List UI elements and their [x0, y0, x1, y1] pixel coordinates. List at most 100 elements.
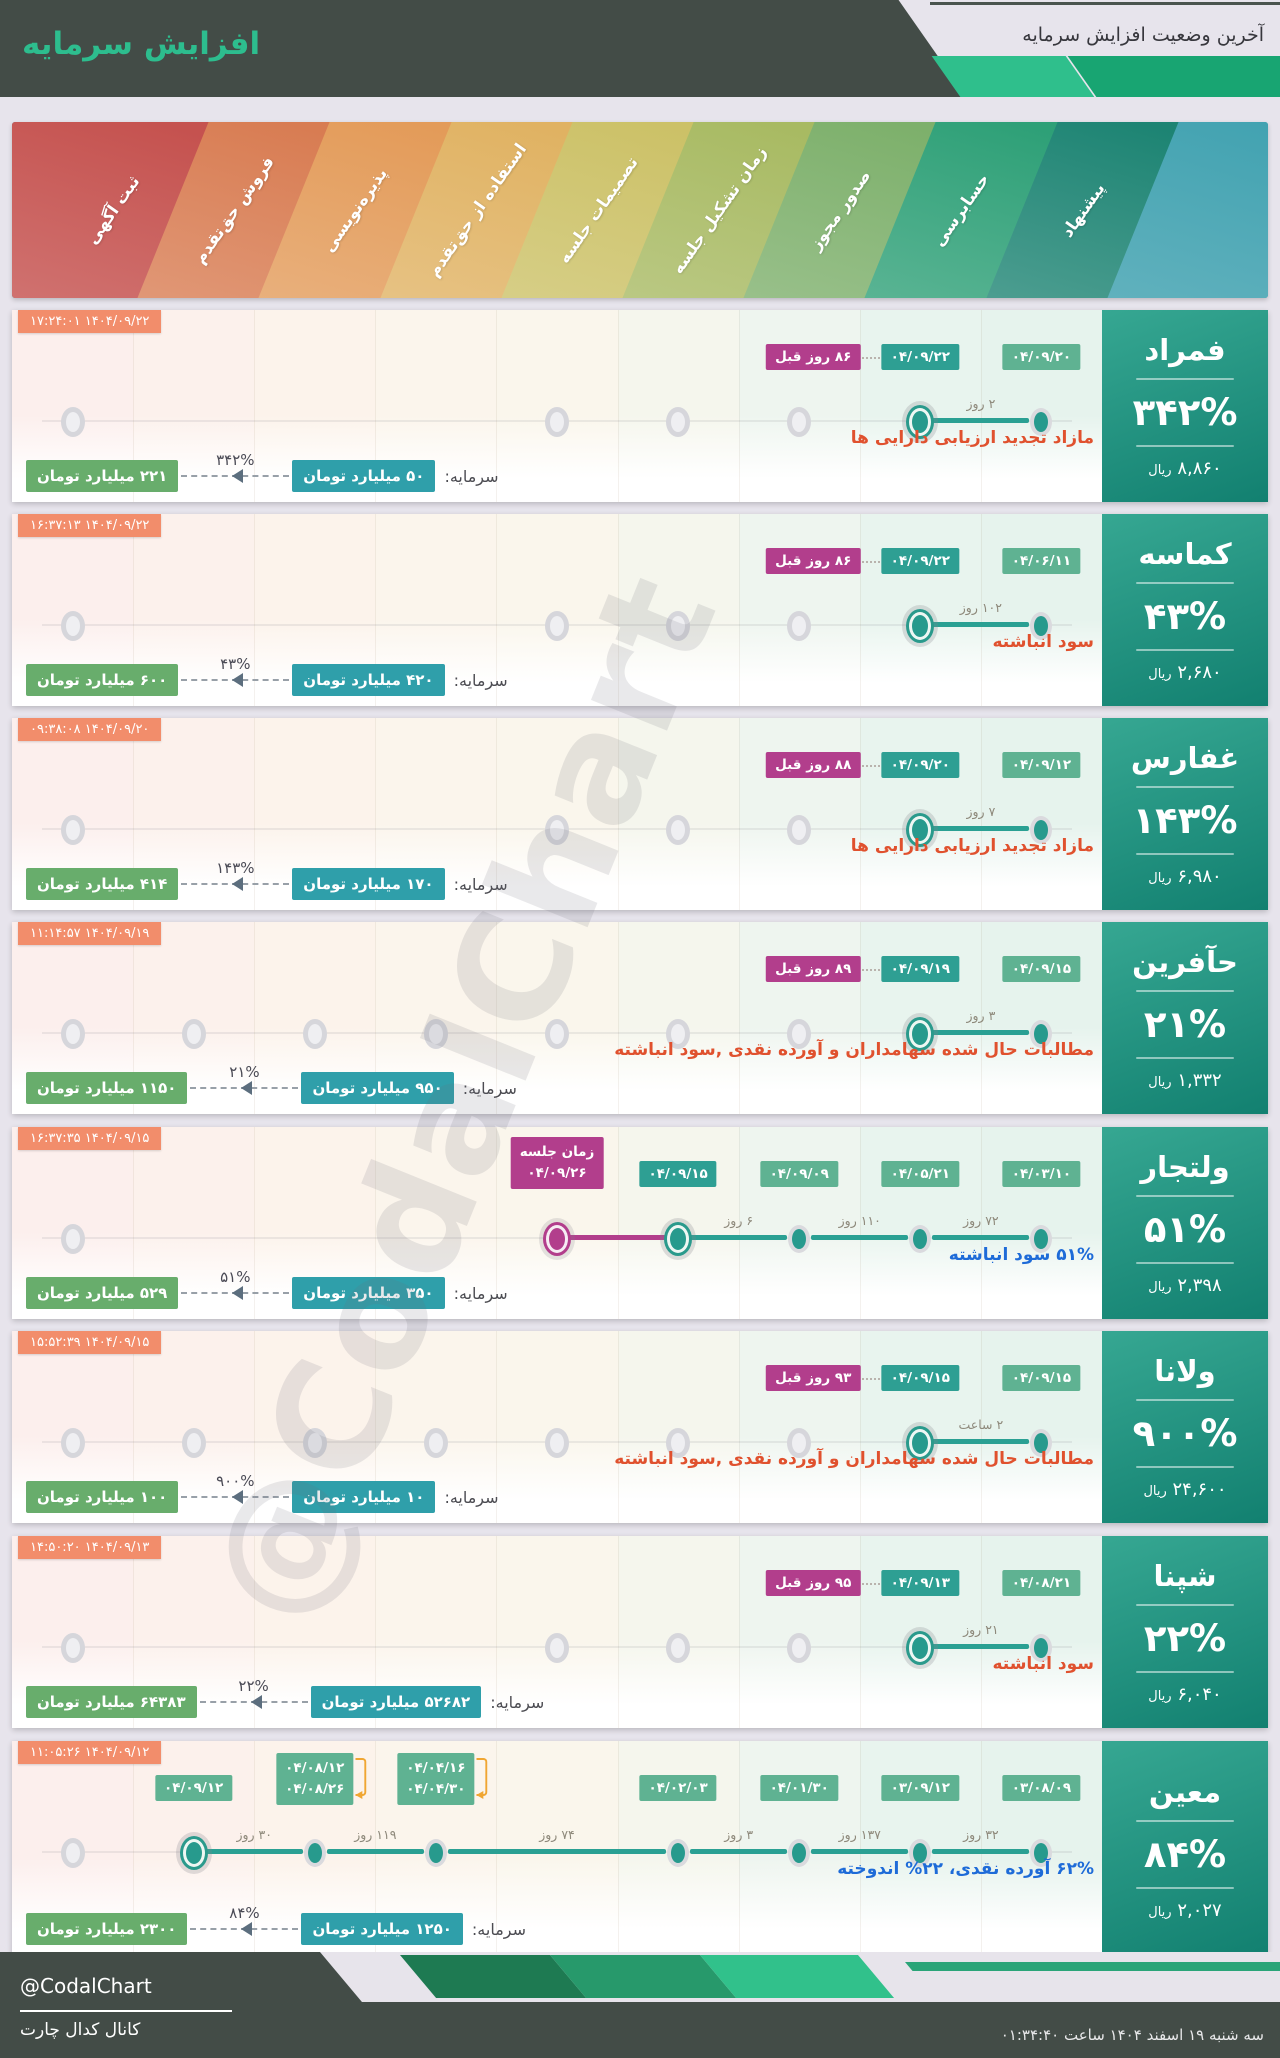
company-name: کماسه	[1138, 537, 1232, 571]
capital-percent: ۲۱%	[229, 1063, 260, 1081]
dotted-connector	[862, 357, 881, 359]
price-unit: ریال	[1148, 871, 1172, 886]
timeline-node	[545, 407, 569, 437]
timeline-node	[666, 1633, 691, 1663]
company-card: ۱۴۰۴/۰۹/۱۵ ۱۵:۵۲:۳۹ ۲ ساعت ۰۴/۰۹/۱۵ ۰۴/۰۹/۱…	[12, 1331, 1268, 1523]
date-chip: ۰۴/۰۹/۱۵	[1002, 1365, 1081, 1391]
days-ago-chip: ۸۸ روز قبل	[766, 752, 861, 778]
capital-arrow: ۳۴۲%	[181, 451, 290, 483]
chip-line: ۰۴/۰۴/۳۰	[406, 1780, 466, 1797]
chip-line: زمان جلسه	[519, 1144, 595, 1160]
company-percent: ۲۱%	[1143, 1003, 1227, 1046]
panel-divider	[1136, 1195, 1234, 1197]
capital-arrow: ۲۱%	[190, 1063, 299, 1095]
stage-column	[859, 514, 982, 706]
description: مازاد تجدید ارزیابی دارایی ها	[850, 428, 1094, 448]
company-card: ۱۴۰۴/۰۹/۱۲ ۱۱:۰۵:۲۶ ۳۰ روز ۱۱۹ روز ۷۴ روز ۳ …	[12, 1741, 1268, 1955]
capital-row: ۶۴۳۸۳ میلیارد تومان ۲۲% ۵۲۶۸۲ میلیارد توما…	[26, 1677, 544, 1718]
panel-divider	[1136, 1399, 1234, 1401]
stage-column	[980, 922, 1102, 1114]
timeline-node	[549, 1228, 565, 1250]
price-number: ۸,۸۶۰	[1171, 458, 1222, 479]
date-chip: ۰۴/۰۹/۱۲	[1002, 752, 1081, 778]
card-content: ۱۴۰۴/۰۹/۲۲ ۱۶:۳۷:۱۳ ۱۰۲ روز ۰۴/۰۹/۲۲ ۰۴/۰۶/…	[12, 514, 1102, 706]
timeline-segment	[690, 1235, 788, 1240]
timestamp-badge: ۱۴۰۴/۰۹/۱۹ ۱۱:۱۴:۵۷	[18, 922, 162, 945]
timeline-node	[670, 1228, 687, 1250]
capital-from-chip: ۵۲۶۸۲ میلیارد تومان	[310, 1686, 482, 1718]
card-content: ۱۴۰۴/۰۹/۲۰ ۰۹:۳۸:۰۸ ۷ روز ۰۴/۰۹/۲۰ ۰۴/۰۹/۱۲…	[12, 718, 1102, 910]
chip-line: ۰۴/۰۸/۲۶	[285, 1780, 345, 1797]
capital-row: ۲۳۰۰ میلیارد تومان ۸۴% ۱۲۵۰ میلیارد تومان س…	[26, 1904, 527, 1945]
date-chip: ۰۴/۰۳/۱۰	[1002, 1161, 1081, 1187]
stage-column	[980, 514, 1102, 706]
range-bracket-icon	[476, 1758, 488, 1799]
capital-to-chip: ۱۱۵۰ میلیارد تومان	[26, 1072, 188, 1104]
panel-divider	[1136, 1671, 1234, 1673]
timeline-node	[787, 611, 812, 641]
date-chip: ۰۴/۰۹/۲۲	[881, 344, 959, 370]
stage-column	[617, 1331, 740, 1523]
date-chip: ۰۴/۰۹/۱۵	[881, 1365, 959, 1391]
company-card: ۱۴۰۴/۰۹/۱۹ ۱۱:۱۴:۵۷ ۳ روز ۰۴/۰۹/۱۹ ۰۴/۰۹/۱۵…	[12, 922, 1268, 1114]
capital-arrow: ۱۴۳%	[181, 859, 290, 891]
capital-from-chip: ۴۲۰ میلیارد تومان	[292, 664, 445, 696]
stage-column	[859, 1331, 982, 1523]
price-unit: ریال	[1143, 1484, 1167, 1499]
gap-label: ۶ روز	[724, 1213, 754, 1228]
timeline-segment	[932, 622, 1030, 627]
header-green-ribbon-light	[931, 56, 1095, 97]
company-price: ۱,۳۳۲ ریال	[1148, 1070, 1221, 1091]
capital-percent: ۲۲%	[238, 1677, 269, 1695]
company-price: ۲,۶۸۰ ریال	[1148, 662, 1221, 683]
card-content: ۱۴۰۴/۰۹/۱۵ ۱۶:۳۷:۳۵ ۶ روز ۱۱۰ روز ۷۲ روز زما…	[12, 1127, 1102, 1319]
price-unit: ریال	[1148, 1905, 1172, 1920]
timeline-segment	[932, 1235, 1030, 1240]
timeline-node	[545, 815, 569, 845]
timeline-node	[1030, 816, 1053, 844]
gap-label: ۳۰ روز	[236, 1827, 272, 1842]
gap-label: ۲ ساعت	[958, 1417, 1004, 1432]
footer-datetime: سه شنبه ۱۹ اسفند ۱۴۰۴ ساعت ۰۱:۳۴:۴۰	[1000, 2026, 1264, 2044]
capital-row: ۱۱۵۰ میلیارد تومان ۲۱% ۹۵۰ میلیارد تومان سر…	[26, 1063, 517, 1104]
date-chip: ۰۴/۰۹/۱۳	[881, 1570, 959, 1596]
capital-to-chip: ۵۲۹ میلیارد تومان	[26, 1277, 179, 1309]
gap-label: ۳ روز	[966, 1008, 996, 1023]
timeline-node	[302, 1019, 327, 1049]
gap-label: ۷۲ روز	[963, 1213, 999, 1228]
timeline-segment	[690, 1849, 788, 1854]
timeline-segment	[569, 1235, 667, 1240]
capital-label: سرمایه:	[471, 1919, 527, 1939]
price-number: ۲,۶۸۰	[1171, 662, 1222, 683]
timeline-node	[545, 611, 569, 641]
panel-divider	[1136, 582, 1234, 584]
gap-label: ۳ روز	[724, 1827, 754, 1842]
capital-label: سرمایه:	[462, 1078, 517, 1098]
company-percent: ۱۴۳%	[1132, 799, 1238, 842]
date-chip: ۰۴/۰۱/۳۰	[760, 1775, 838, 1801]
price-unit: ریال	[1148, 1280, 1172, 1295]
timeline-node	[60, 1428, 85, 1458]
capital-percent: ۸۴%	[229, 1904, 260, 1922]
stage-column	[496, 922, 619, 1114]
capital-label: سرمایه:	[453, 670, 508, 690]
stage-column	[738, 1536, 861, 1728]
footer-channel: کانال کدال چارت	[20, 2020, 141, 2040]
capital-row: ۶۰۰ میلیارد تومان ۴۳% ۴۲۰ میلیارد تومان سرم…	[26, 655, 508, 696]
timeline-node	[787, 815, 812, 845]
timeline-node	[912, 1637, 929, 1659]
capital-row: ۲۲۱ میلیارد تومان ۳۴۲% ۵۰ میلیارد تومان سرم…	[26, 451, 499, 492]
timeline-node	[667, 1839, 690, 1867]
panel-divider	[1136, 1820, 1234, 1822]
capital-percent: ۱۴۳%	[216, 859, 255, 877]
date-chip: ۰۴/۰۹/۲۲	[881, 548, 959, 574]
stage-column	[980, 1331, 1102, 1523]
timeline-node	[423, 1428, 448, 1458]
date-chip: ۰۴/۰۶/۱۱	[1002, 548, 1081, 574]
stage-column	[738, 310, 861, 502]
timeline-node	[788, 1839, 811, 1867]
stage-column	[859, 310, 982, 502]
timeline-node	[912, 1432, 929, 1454]
footer-divider	[20, 2010, 232, 2012]
timeline-node	[909, 1839, 932, 1867]
